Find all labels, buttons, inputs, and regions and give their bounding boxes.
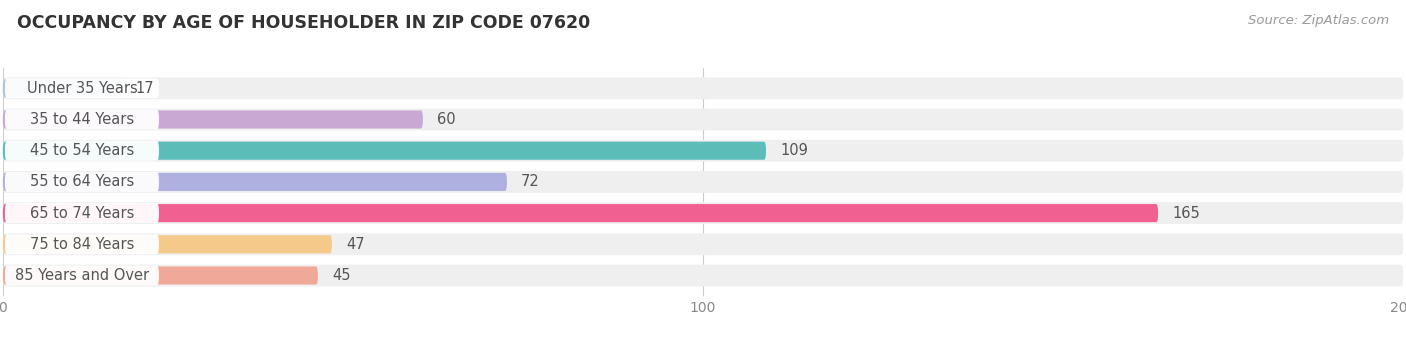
Text: 17: 17 <box>136 81 155 96</box>
Text: 60: 60 <box>437 112 456 127</box>
Text: 165: 165 <box>1173 206 1199 221</box>
Text: 45: 45 <box>332 268 350 283</box>
FancyBboxPatch shape <box>3 173 508 191</box>
FancyBboxPatch shape <box>3 171 1403 193</box>
FancyBboxPatch shape <box>3 265 1403 286</box>
FancyBboxPatch shape <box>4 79 159 98</box>
FancyBboxPatch shape <box>3 108 1403 131</box>
Text: OCCUPANCY BY AGE OF HOUSEHOLDER IN ZIP CODE 07620: OCCUPANCY BY AGE OF HOUSEHOLDER IN ZIP C… <box>17 14 591 32</box>
FancyBboxPatch shape <box>4 172 159 192</box>
FancyBboxPatch shape <box>4 110 159 129</box>
FancyBboxPatch shape <box>4 203 159 223</box>
FancyBboxPatch shape <box>3 202 1403 224</box>
Text: 45 to 54 Years: 45 to 54 Years <box>30 143 134 158</box>
FancyBboxPatch shape <box>3 267 318 285</box>
FancyBboxPatch shape <box>3 142 766 160</box>
Text: 35 to 44 Years: 35 to 44 Years <box>30 112 134 127</box>
Text: 47: 47 <box>346 237 364 252</box>
Text: Source: ZipAtlas.com: Source: ZipAtlas.com <box>1249 14 1389 27</box>
FancyBboxPatch shape <box>3 110 423 129</box>
FancyBboxPatch shape <box>3 204 1159 222</box>
Text: 65 to 74 Years: 65 to 74 Years <box>30 206 134 221</box>
FancyBboxPatch shape <box>4 235 159 254</box>
FancyBboxPatch shape <box>3 140 1403 161</box>
FancyBboxPatch shape <box>3 235 332 253</box>
Text: 75 to 84 Years: 75 to 84 Years <box>30 237 134 252</box>
FancyBboxPatch shape <box>3 79 122 97</box>
Text: Under 35 Years: Under 35 Years <box>27 81 138 96</box>
FancyBboxPatch shape <box>3 233 1403 255</box>
Text: 55 to 64 Years: 55 to 64 Years <box>30 174 134 189</box>
Text: 72: 72 <box>522 174 540 189</box>
FancyBboxPatch shape <box>4 141 159 160</box>
FancyBboxPatch shape <box>3 78 1403 99</box>
Text: 85 Years and Over: 85 Years and Over <box>15 268 149 283</box>
FancyBboxPatch shape <box>4 266 159 285</box>
Text: 109: 109 <box>780 143 808 158</box>
